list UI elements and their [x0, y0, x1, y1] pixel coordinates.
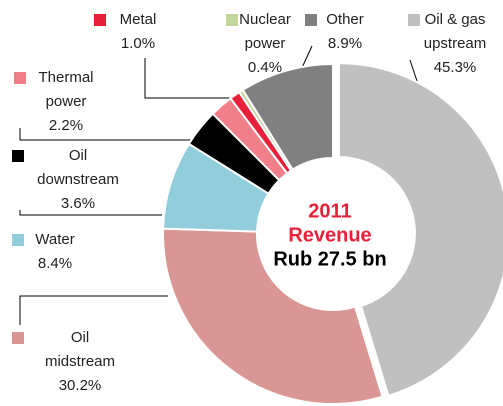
- legend-swatch: [94, 14, 106, 26]
- donut-slice: [241, 62, 334, 171]
- legend-swatch: [14, 72, 26, 84]
- value-label: 30.2%: [58, 377, 102, 394]
- center-total: Rub 27.5 bn: [273, 248, 386, 270]
- center-title: Revenue: [288, 224, 371, 246]
- slice-label: Thermal power 2.2%: [31, 66, 101, 138]
- value-label: 2.2%: [48, 117, 84, 134]
- value-label: 3.6%: [60, 195, 96, 212]
- value-label: 8.4%: [37, 255, 73, 272]
- category-name: Metal: [119, 11, 157, 28]
- category-name: Thermal power: [38, 69, 94, 110]
- category-name: Oil downstream: [37, 147, 119, 188]
- donut-slice: [162, 227, 384, 405]
- slice-label: Metal 1.0%: [103, 8, 173, 56]
- center-year: 2011: [308, 200, 351, 222]
- value-label: 1.0%: [120, 35, 156, 52]
- value-label: 0.4%: [247, 59, 283, 76]
- slice-label: Oil midstream 30.2%: [40, 326, 120, 398]
- legend-swatch: [408, 14, 420, 26]
- legend-swatch: [12, 234, 24, 246]
- slice-label: Other 8.9%: [310, 8, 380, 56]
- category-name: Oil midstream: [44, 329, 115, 370]
- category-name: Oil & gas upstream: [423, 11, 487, 52]
- slice-label: Oil & gas upstream 45.3%: [415, 8, 495, 80]
- value-label: 8.9%: [327, 35, 363, 52]
- slice-label: Oil downstream 3.6%: [33, 144, 123, 216]
- slice-label: Water 8.4%: [20, 228, 90, 276]
- value-label: 45.3%: [433, 59, 477, 76]
- legend-swatch: [12, 332, 24, 344]
- category-name: Other: [326, 11, 364, 28]
- category-name: Water: [35, 231, 75, 248]
- legend-swatch: [226, 14, 238, 26]
- slice-label: Nuclear power 0.4%: [230, 8, 300, 80]
- donut-slice: [337, 62, 503, 398]
- category-name: Nuclear power: [239, 11, 291, 52]
- legend-swatch: [12, 150, 24, 162]
- legend-swatch: [305, 14, 317, 26]
